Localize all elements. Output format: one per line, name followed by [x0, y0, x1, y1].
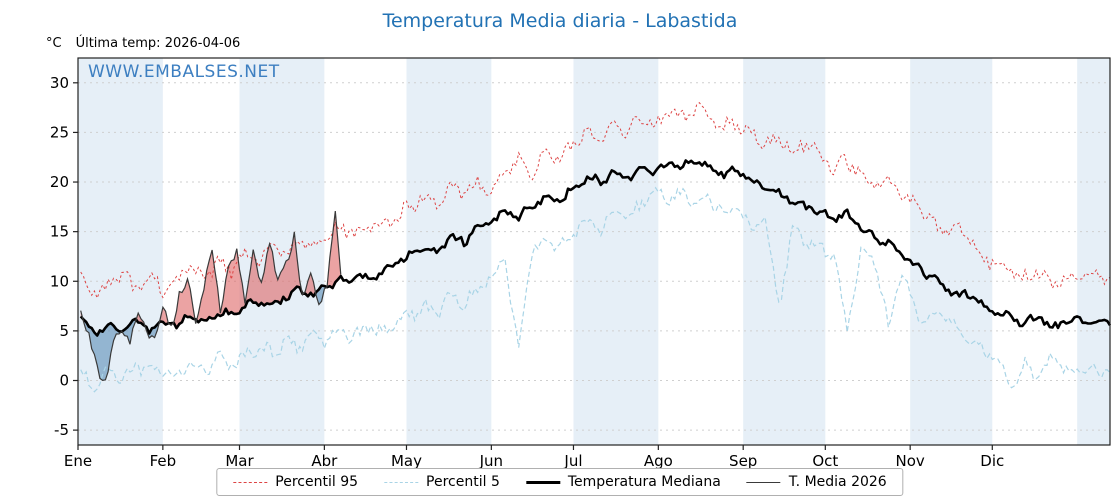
x-tick-label: Mar: [225, 452, 254, 470]
last-temp-label: Última temp: 2026-04-06: [75, 36, 241, 51]
legend-item-percentil-95: Percentil 95: [233, 474, 358, 490]
x-tick-label: Jun: [479, 452, 503, 470]
watermark-text: WWW.EMBALSES.NET: [88, 62, 280, 82]
x-tick-label: Dic: [980, 452, 1004, 470]
series-t-media-2026-line: [80, 211, 342, 382]
x-tick-label: Abr: [311, 452, 338, 470]
legend-item-percentil-5: Percentil 5: [384, 474, 500, 490]
month-band: [239, 58, 325, 445]
chart-legend: Percentil 95 Percentil 5 Temperatura Med…: [216, 468, 904, 496]
x-tick-label: Ago: [644, 452, 673, 470]
y-axis-unit-label: °C: [46, 36, 62, 51]
month-band: [910, 58, 993, 445]
x-tick-label: Jul: [563, 452, 582, 470]
x-tick-label: May: [391, 452, 422, 470]
x-tick-label: Nov: [896, 452, 925, 470]
y-tick-label: 5: [59, 322, 69, 340]
legend-label-t-media-2026: T. Media 2026: [788, 474, 887, 490]
month-band: [1077, 58, 1110, 445]
fill-below-median: [82, 318, 122, 381]
plot-header: °C Última temp: 2026-04-06: [46, 36, 240, 51]
legend-item-t-media-2026: T. Media 2026: [746, 474, 887, 490]
series-mediana-line: [79, 159, 1112, 337]
percentil-95-line-sample: [233, 481, 268, 483]
fill-above-median: [173, 278, 195, 329]
fill-above-median: [326, 211, 341, 288]
x-tick-label: Feb: [150, 452, 177, 470]
percentil-5-line-sample: [384, 481, 419, 483]
month-band: [743, 58, 826, 445]
mediana-line-sample: [525, 480, 560, 484]
month-band: [573, 58, 659, 445]
page-title: Temperatura Media diaria - Labastida: [382, 10, 738, 32]
y-tick-label: -5: [54, 421, 69, 439]
legend-label-percentil-95: Percentil 95: [275, 474, 359, 490]
legend-item-mediana: Temperatura Mediana: [525, 474, 721, 490]
temperature-chart: -5 0 5 10 15 20 25 30 Ene Feb Mar Abr May Jun Jul Ago Se…: [50, 57, 1112, 470]
t-media-2026-line-sample: [746, 481, 781, 483]
y-tick-label: 25: [50, 123, 69, 141]
plot-frame: [77, 57, 1111, 446]
y-tick-label: 20: [50, 173, 69, 191]
legend-label-percentil-5: Percentil 5: [426, 474, 500, 490]
x-tick-label: Sep: [729, 452, 757, 470]
y-tick-label: 0: [59, 372, 69, 390]
fill-below-median: [122, 318, 137, 345]
x-tick-label: Ene: [64, 452, 92, 470]
fill-above-median: [159, 307, 169, 325]
y-tick-label: 15: [50, 223, 69, 241]
x-tick-label: Oct: [812, 452, 838, 470]
y-tick-label: 10: [50, 272, 69, 290]
legend-label-mediana: Temperatura Mediana: [567, 474, 721, 490]
y-tick-label: 30: [50, 74, 69, 92]
